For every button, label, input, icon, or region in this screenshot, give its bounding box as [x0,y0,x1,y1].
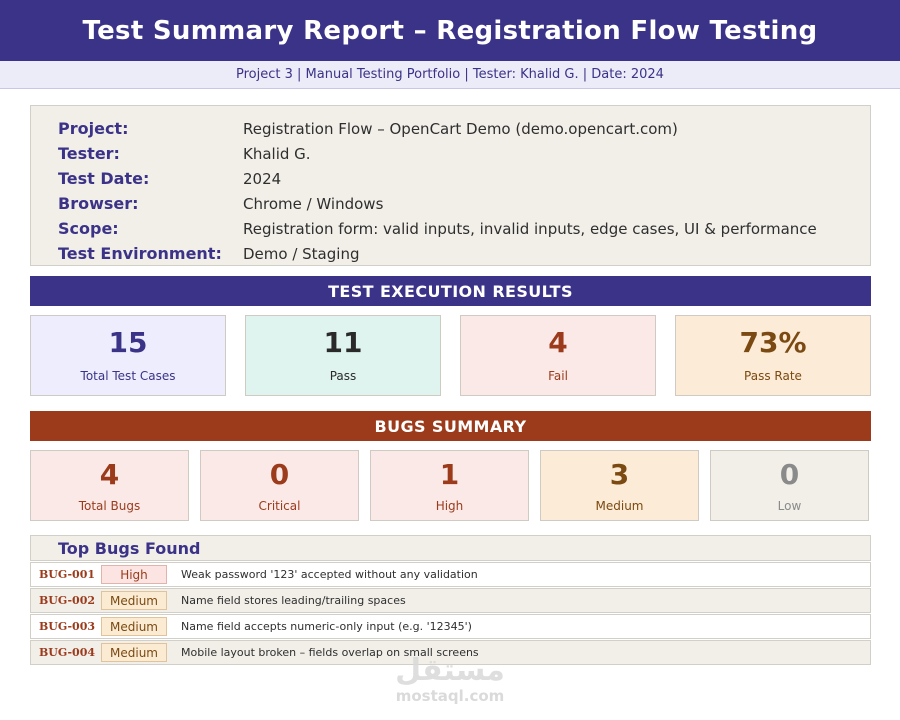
stat-value: 73% [739,326,807,359]
info-row-test-date: Test Date: 2024 [58,166,870,191]
info-value: Registration Flow – OpenCart Demo (demo.… [243,119,678,138]
info-key: Test Environment: [58,244,222,263]
bug-description: Weak password '123' accepted without any… [181,568,478,581]
stat-card-pass-rate: 73% Pass Rate [675,315,871,396]
info-row-project: Project: Registration Flow – OpenCart De… [58,116,870,141]
bug-label: High [435,499,464,513]
bug-count: 1 [439,458,460,491]
bug-id: BUG-003 [39,620,96,633]
info-row-environment: Test Environment: Demo / Staging [58,241,870,266]
watermark-text: mostaql.com [395,687,505,705]
report-title: Test Summary Report – Registration Flow … [0,0,900,61]
bugs-summary-heading: BUGS SUMMARY [30,411,871,441]
info-value: Registration form: valid inputs, invalid… [243,219,817,238]
info-value: Demo / Staging [243,244,360,263]
info-row-tester: Tester: Khalid G. [58,141,870,166]
bug-description: Mobile layout broken – fields overlap on… [181,646,479,659]
severity-badge: Medium [101,591,167,610]
info-value: 2024 [243,169,282,188]
bug-card-low: 0 Low [710,450,869,521]
bug-table-row: BUG-001 High Weak password '123' accepte… [30,562,871,587]
bug-id: BUG-002 [39,594,96,607]
watermark-arabic-logo: مستقل [395,653,505,688]
stat-card-total-test-cases: 15 Total Test Cases [30,315,226,396]
bug-table-row: BUG-003 Medium Name field accepts numeri… [30,614,871,639]
stat-card-fail: 4 Fail [460,315,656,396]
bug-description: Name field accepts numeric-only input (e… [181,620,472,633]
info-key: Project: [58,119,129,138]
top-bugs-heading: Top Bugs Found [30,535,871,561]
stat-value: 4 [548,326,568,359]
bug-card-medium: 3 Medium [540,450,699,521]
bug-count: 3 [609,458,630,491]
project-info-box: Project: Registration Flow – OpenCart De… [30,105,871,266]
bug-label: Low [777,499,802,513]
report-subtitle: Project 3 | Manual Testing Portfolio | T… [0,61,900,89]
info-value: Khalid G. [243,144,311,163]
bug-card-high: 1 High [370,450,529,521]
mostaql-watermark: مستقل mostaql.com [393,655,507,710]
bug-id: BUG-001 [39,568,96,581]
info-row-scope: Scope: Registration form: valid inputs, … [58,216,870,241]
bug-table-row: BUG-004 Medium Mobile layout broken – fi… [30,640,871,665]
bug-count: 0 [779,458,800,491]
bug-label: Critical [258,499,301,513]
bug-label: Total Bugs [78,499,141,513]
info-key: Browser: [58,194,139,213]
bug-id: BUG-004 [39,646,96,659]
info-key: Scope: [58,219,119,238]
severity-badge: Medium [101,617,167,636]
info-row-browser: Browser: Chrome / Windows [58,191,870,216]
bug-description: Name field stores leading/trailing space… [181,594,406,607]
info-key: Test Date: [58,169,150,188]
stat-card-pass: 11 Pass [245,315,441,396]
severity-badge: Medium [101,643,167,662]
info-key: Tester: [58,144,120,163]
stat-label: Pass Rate [744,369,802,383]
stat-value: 15 [108,326,148,359]
bug-table-row: BUG-002 Medium Name field stores leading… [30,588,871,613]
stat-value: 11 [323,326,363,359]
stat-label: Fail [548,369,568,383]
bug-count: 0 [269,458,290,491]
bug-card-critical: 0 Critical [200,450,359,521]
execution-results-heading: TEST EXECUTION RESULTS [30,276,871,306]
stat-label: Pass [329,369,357,383]
stat-label: Total Test Cases [80,369,176,383]
bug-card-total: 4 Total Bugs [30,450,189,521]
severity-badge: High [101,565,167,584]
bug-count: 4 [99,458,120,491]
info-value: Chrome / Windows [243,194,384,213]
bug-label: Medium [595,499,644,513]
